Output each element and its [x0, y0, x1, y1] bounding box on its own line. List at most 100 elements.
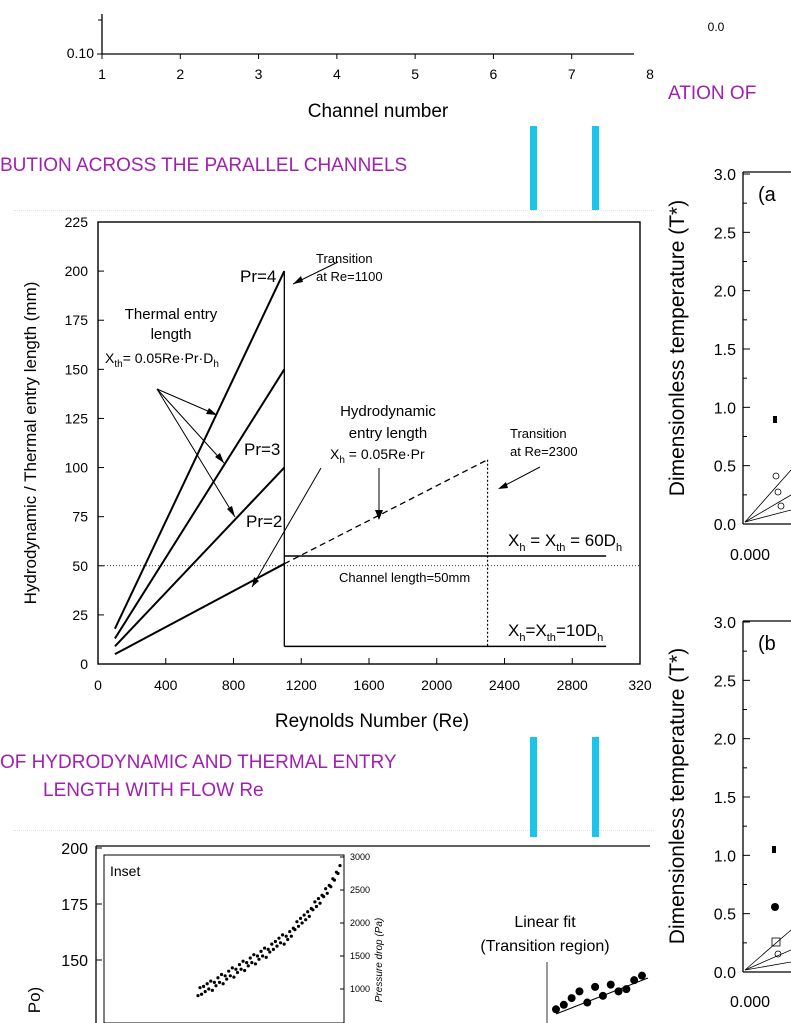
- inset-point: [311, 908, 315, 912]
- inset-point: [313, 900, 317, 904]
- entry-title-line1: OF HYDRODYNAMIC AND THERMAL ENTRY: [0, 752, 397, 773]
- entry-y-tick-label: 125: [65, 410, 89, 426]
- thermal-label-line2: length: [151, 326, 192, 343]
- inset-point: [253, 962, 258, 966]
- inset-point: [271, 947, 275, 952]
- inset-point: [216, 976, 220, 980]
- entry-x-tick-label: 800: [222, 677, 246, 693]
- inset-point: [332, 878, 337, 882]
- inset-point: [329, 885, 333, 889]
- inset-point: [198, 986, 202, 990]
- background-band-bottom: [14, 750, 654, 831]
- inset-y-tick-label: 1000: [350, 984, 370, 994]
- inset-point: [201, 984, 206, 988]
- fit-point: [614, 987, 623, 996]
- inset-y-axis-label: Pressure drop (Pa): [374, 918, 385, 1002]
- inset-point: [284, 934, 288, 938]
- temp-b-y-axis-label: Dimensionless temperature (T*): [666, 648, 689, 944]
- inset-point: [239, 967, 243, 971]
- inset-point: [228, 974, 232, 978]
- temp-y-tick-label: 1.0: [714, 400, 736, 417]
- inset-point: [264, 955, 268, 959]
- temp-b-marker-1: [772, 846, 776, 853]
- inset-point: [304, 918, 308, 922]
- hydro-label-line1: Hydrodynamic: [340, 403, 436, 420]
- channel-x-tick-label: 5: [411, 66, 419, 82]
- channel-x-label: Channel number: [308, 101, 449, 122]
- fit-point: [622, 985, 631, 994]
- linear-fit-line1: Linear fit: [514, 914, 576, 931]
- po-y-axis-label: Po): [25, 987, 44, 1013]
- entry-plot-frame: [97, 221, 641, 665]
- entry-y-tick-label: 200: [65, 263, 89, 279]
- channel-x-tick-label: 8: [646, 66, 654, 82]
- channel-x-tick-label: 3: [255, 66, 263, 82]
- entry-y-tick-label: 150: [65, 361, 89, 377]
- channel-length-label: Channel length=50mm: [339, 570, 470, 585]
- inset-point: [338, 863, 342, 868]
- inset-point: [270, 942, 274, 946]
- entry-y-tick-label: 100: [65, 460, 89, 476]
- entry-x-ticks: 0 400 800 1200 1600 2000 2400 2800 320: [94, 658, 652, 693]
- inset-point: [199, 992, 204, 996]
- temperature-chart-b: 0.0 0.5 1.0 1.5 2.0 2.5 3.0 0.000 Dimensionles…: [666, 615, 791, 1011]
- entry-title-line2: LENGTH WITH FLOW Re: [43, 780, 264, 801]
- hydro-formula: Xh = 0.05Re·Pr: [330, 446, 425, 466]
- inset-point: [307, 914, 311, 919]
- pr2-label: Pr=2: [246, 512, 282, 531]
- temp-b-marker-2: [771, 903, 779, 911]
- distribution-title: BUTION ACROSS THE PARALLEL CHANNELS: [0, 155, 408, 176]
- entry-y-tick-label: 175: [65, 312, 89, 328]
- inset-point: [196, 994, 200, 998]
- temp-a-marker: [773, 416, 777, 423]
- pr3-label: Pr=3: [244, 440, 280, 459]
- fit-point: [567, 994, 576, 1003]
- inset-point: [314, 904, 319, 909]
- level-60dh-label: Xh = Xth = 60Dh: [508, 531, 622, 554]
- inset-point: [325, 891, 329, 895]
- inset-point: [286, 937, 290, 942]
- inset-point: [248, 956, 252, 960]
- channel-x-tick-label: 1: [98, 66, 106, 82]
- series-line-hydro-dashed: [284, 459, 488, 565]
- inset-point: [214, 984, 218, 988]
- right-strip-tick-label: 0.0: [708, 20, 725, 34]
- entry-y-tick-label: 25: [72, 607, 88, 623]
- temp-a-panel-label: (a: [758, 184, 777, 206]
- inset-point: [255, 954, 260, 958]
- temp-y-tick-label: 2.5: [714, 673, 736, 690]
- channel-x-tick-label: 7: [568, 66, 576, 82]
- temp-y-tick-label: 0.5: [714, 907, 736, 924]
- entry-y-tick-label: 225: [65, 214, 89, 230]
- entry-x-tick-label: 1200: [286, 677, 317, 693]
- inset-point: [203, 990, 207, 994]
- temp-y-tick-label: 1.5: [714, 790, 736, 807]
- hydro-label-line2: entry length: [349, 425, 427, 442]
- background-band-top: [14, 130, 654, 211]
- linear-fit-line2: (Transition region): [480, 938, 609, 955]
- inset-point: [235, 970, 240, 975]
- inset-point: [227, 969, 231, 973]
- temp-b-y-ticks: 0.0 0.5 1.0 1.5 2.0 2.5 3.0: [714, 615, 750, 982]
- inset-frame: [103, 854, 345, 1023]
- entry-x-tick-label: 2400: [489, 677, 520, 693]
- inset-y-tick-label: 1500: [350, 951, 370, 961]
- inset-y-tick-label: 2000: [350, 918, 370, 928]
- fit-point: [575, 987, 584, 996]
- inset-point: [277, 936, 281, 940]
- inset-point: [207, 987, 211, 991]
- inset-point: [212, 980, 216, 985]
- temp-y-tick-label: 3.0: [714, 167, 736, 184]
- fit-points: [552, 971, 646, 1014]
- fit-point: [559, 1000, 568, 1009]
- po-y-tick-label: 175: [61, 897, 88, 914]
- temp-a-x-tick-label: 0.000: [730, 547, 770, 564]
- inset-point: [318, 901, 322, 905]
- inset-point: [225, 977, 229, 981]
- inset-y-tick-label: 3000: [350, 852, 370, 862]
- inset-title: Inset: [110, 863, 140, 879]
- temp-y-tick-label: 2.5: [714, 225, 736, 242]
- accent-bar-2: [592, 126, 599, 210]
- inset-points: [196, 863, 342, 998]
- temp-a-y-axis-label: Dimensionless temperature (T*): [666, 200, 689, 496]
